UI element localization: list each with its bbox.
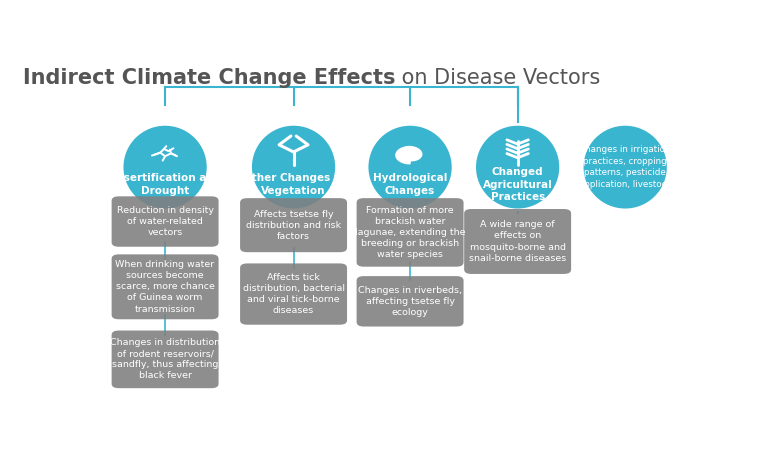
- FancyBboxPatch shape: [240, 263, 347, 325]
- FancyBboxPatch shape: [112, 196, 218, 247]
- Text: Changed
Agricultural
Practices: Changed Agricultural Practices: [483, 167, 553, 202]
- Text: A wide range of
effects on
mosquito-borne and
snail-borne diseases: A wide range of effects on mosquito-born…: [469, 220, 566, 263]
- Text: Other Changes in
Vegetation: Other Changes in Vegetation: [243, 173, 345, 196]
- Ellipse shape: [367, 124, 453, 210]
- FancyBboxPatch shape: [112, 331, 218, 388]
- Polygon shape: [396, 146, 422, 164]
- Text: Desertification and
Drought: Desertification and Drought: [109, 173, 222, 196]
- Text: on Disease Vectors: on Disease Vectors: [395, 68, 601, 88]
- Text: Hydrological
Changes: Hydrological Changes: [373, 173, 447, 196]
- Text: Formation of more
brackish water
lagunae, extending the
breeding or brackish
wat: Formation of more brackish water lagunae…: [355, 206, 466, 259]
- Text: Affects tick
distribution, bacterial
and viral tick-borne
diseases: Affects tick distribution, bacterial and…: [243, 273, 345, 315]
- Ellipse shape: [122, 124, 208, 210]
- Text: Changes in riverbeds,
affecting tsetse fly
ecology: Changes in riverbeds, affecting tsetse f…: [358, 286, 462, 317]
- Text: Reduction in density
of water-related
vectors: Reduction in density of water-related ve…: [116, 206, 214, 237]
- Ellipse shape: [475, 124, 561, 210]
- Text: When drinking water
sources become
scarce, more chance
of Guinea worm
transmissi: When drinking water sources become scarc…: [116, 260, 214, 314]
- Text: Indirect Climate Change Effects: Indirect Climate Change Effects: [22, 68, 395, 88]
- Ellipse shape: [251, 124, 337, 210]
- FancyBboxPatch shape: [112, 254, 218, 319]
- FancyBboxPatch shape: [357, 198, 463, 267]
- Text: Changes in irrigation
practices, cropping
patterns, pesticide
application, lives: Changes in irrigation practices, croppin…: [579, 146, 672, 189]
- Text: Changes in distribution
of rodent reservoirs/
sandfly, thus affecting
black feve: Changes in distribution of rodent reserv…: [110, 338, 221, 381]
- Ellipse shape: [582, 124, 668, 210]
- FancyBboxPatch shape: [464, 209, 571, 274]
- FancyBboxPatch shape: [357, 276, 463, 326]
- FancyBboxPatch shape: [240, 198, 347, 252]
- Text: Affects tsetse fly
distribution and risk
factors: Affects tsetse fly distribution and risk…: [246, 210, 341, 241]
